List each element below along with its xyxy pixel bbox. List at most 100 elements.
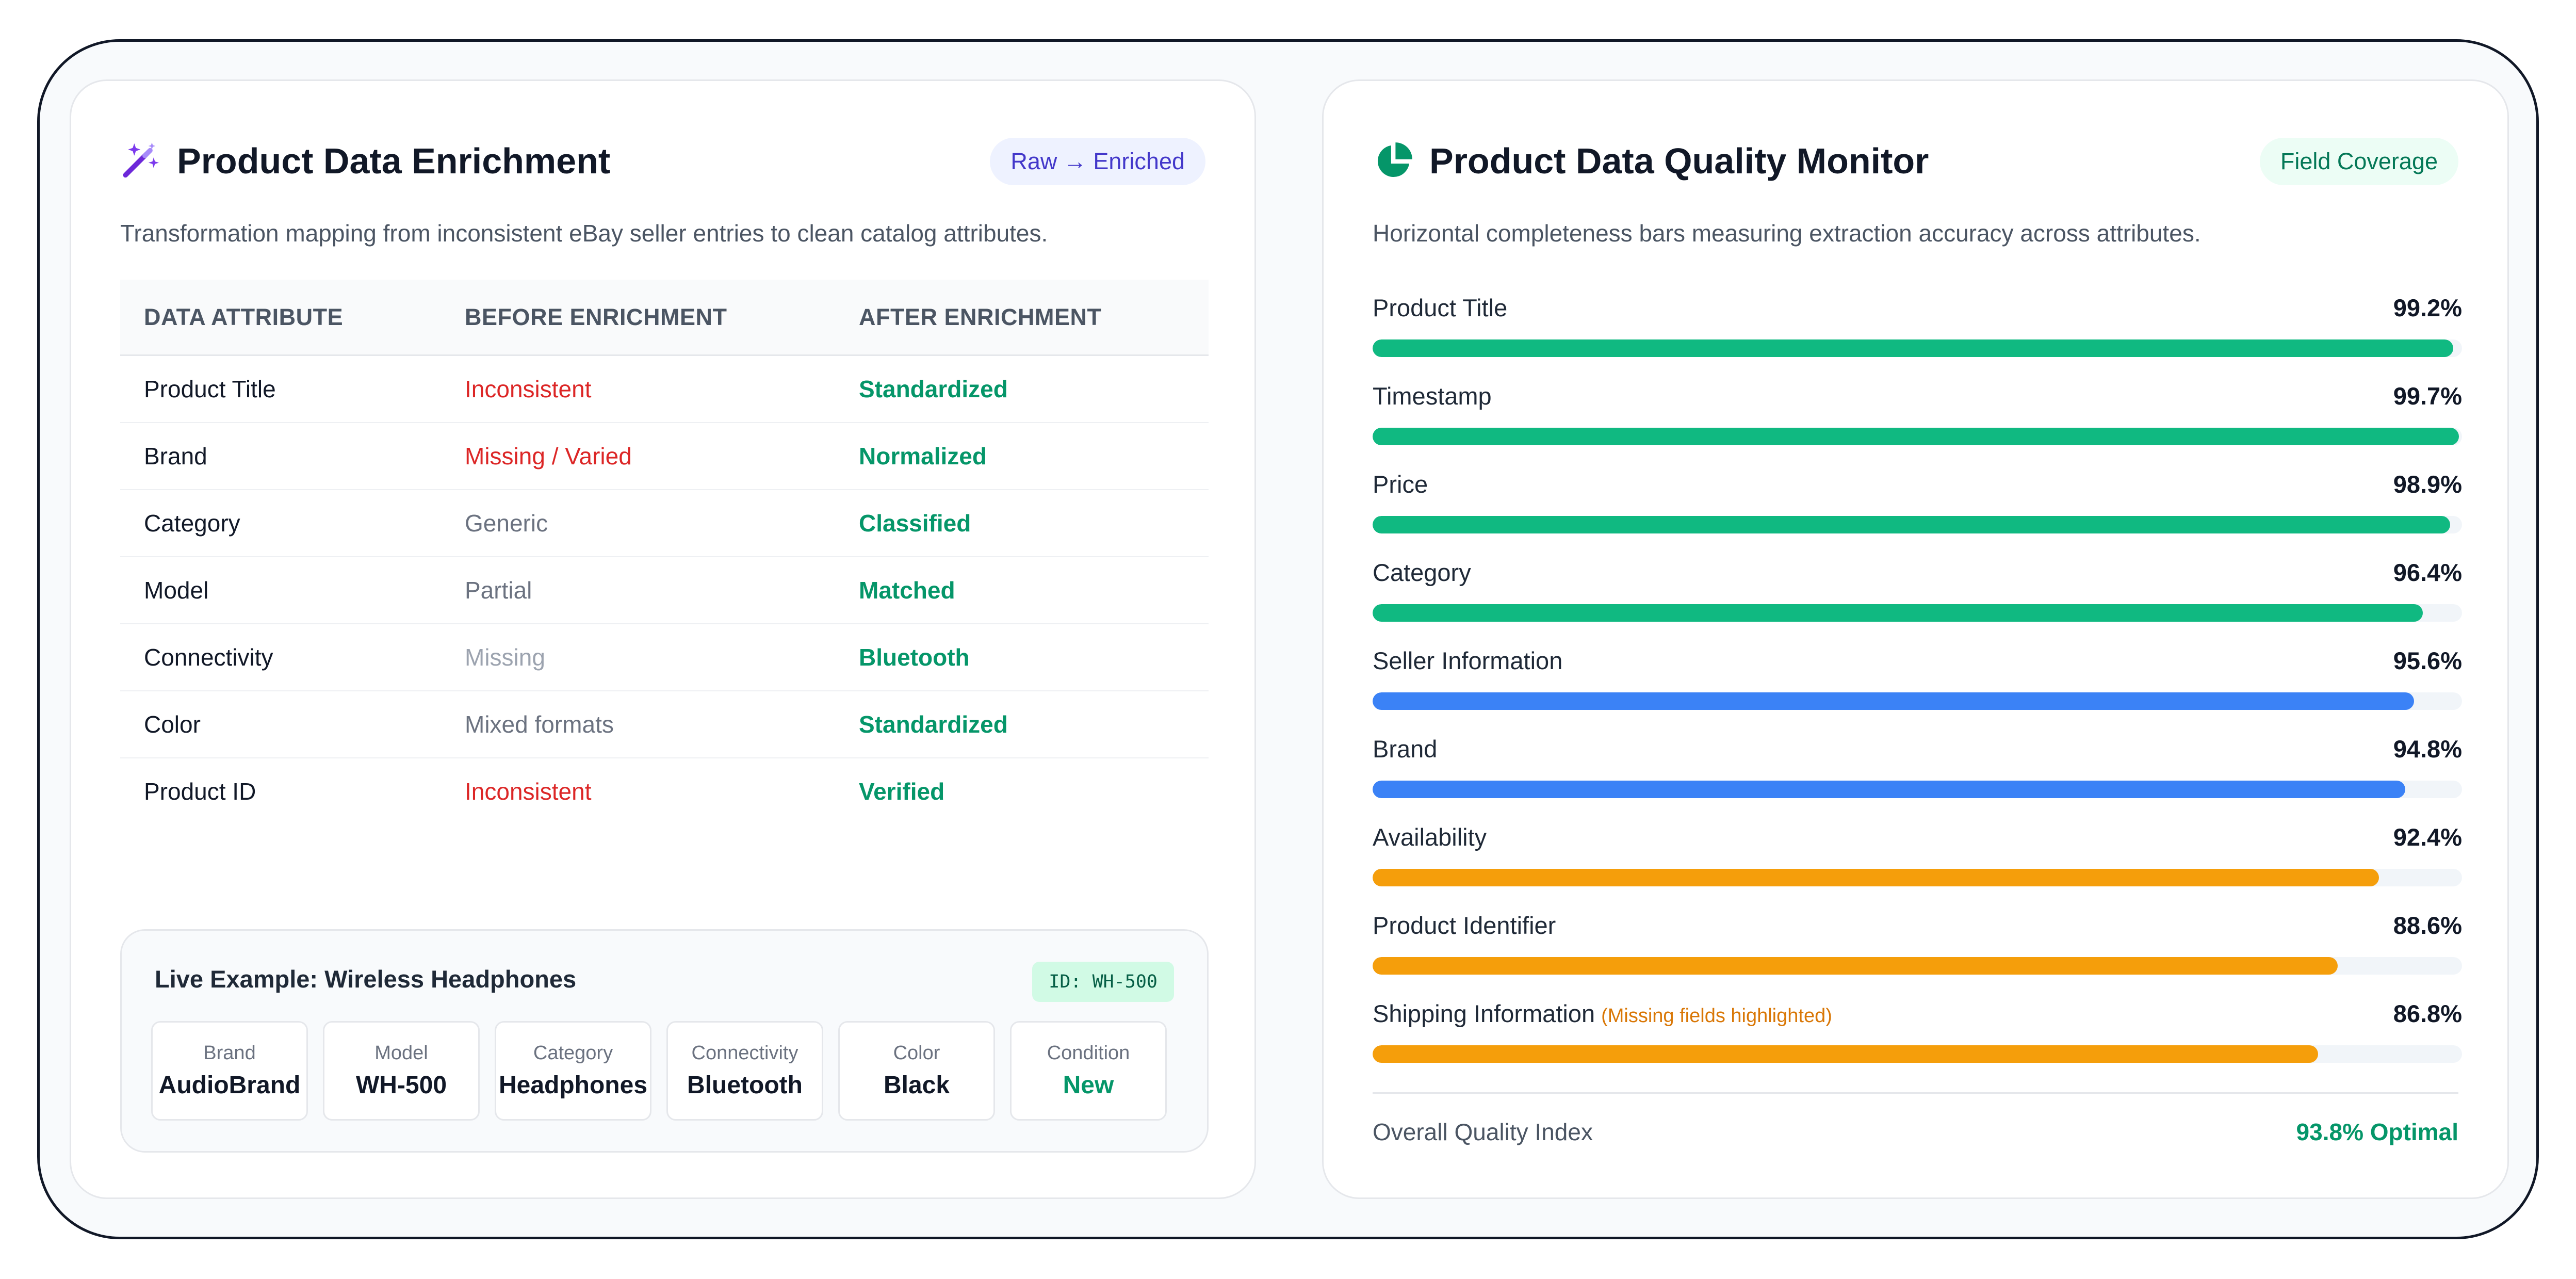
- coverage-bar-percent: 94.8%: [2393, 735, 2462, 763]
- table-row: Model Partial Matched: [120, 557, 1209, 624]
- attribute-cell: Model: [144, 577, 209, 604]
- table-row: Connectivity Missing Bluetooth: [120, 624, 1209, 691]
- enrichment-badge: Raw → Enriched: [990, 138, 1205, 185]
- missing-fields-note: (Missing fields highlighted): [1601, 1005, 1832, 1027]
- after-cell: Bluetooth: [859, 644, 970, 671]
- attribute-box-brand: Brand AudioBrand: [151, 1021, 308, 1121]
- attribute-box-value: New: [1063, 1072, 1114, 1099]
- coverage-bar-label: Product Identifier: [1373, 910, 1556, 941]
- coverage-bar-track: [1373, 1045, 2462, 1063]
- coverage-bar-fill: [1373, 516, 2450, 533]
- coverage-bar-fill: [1373, 428, 2459, 445]
- after-cell: Standardized: [859, 711, 1008, 738]
- quality-subtitle: Horizontal completeness bars measuring e…: [1373, 220, 2201, 247]
- attribute-box-label: Brand: [203, 1042, 256, 1064]
- attribute-cell: Category: [144, 510, 240, 537]
- enrichment-title: Product Data Enrichment: [177, 141, 611, 181]
- coverage-bar-track: [1373, 692, 2462, 710]
- coverage-bar-item: Availability 92.4%: [1373, 822, 2462, 899]
- column-header-attribute: DATA ATTRIBUTE: [144, 304, 344, 330]
- attribute-cell: Connectivity: [144, 644, 273, 671]
- table-body: Product Title Inconsistent Standardized Bra…: [120, 356, 1209, 824]
- before-cell: Partial: [465, 577, 532, 604]
- after-cell: Classified: [859, 510, 971, 537]
- after-cell: Matched: [859, 577, 955, 604]
- after-cell: Standardized: [859, 376, 1008, 402]
- coverage-bar-fill: [1373, 957, 2338, 975]
- coverage-bar-label: Seller Information: [1373, 645, 1562, 676]
- attribute-box-label: Model: [374, 1042, 428, 1064]
- coverage-bar-label: Timestamp: [1373, 381, 1492, 412]
- coverage-bar-fill: [1373, 781, 2406, 798]
- attribute-cell: Brand: [144, 443, 207, 469]
- table-row: Product ID Inconsistent Verified: [120, 758, 1209, 824]
- before-cell: Inconsistent: [465, 778, 592, 805]
- coverage-bar-percent: 98.9%: [2393, 471, 2462, 498]
- coverage-bar-item: Product Title 99.2%: [1373, 293, 2462, 370]
- coverage-bar-item: Seller Information 95.6%: [1373, 645, 2462, 723]
- field-name: Timestamp: [1373, 382, 1492, 410]
- attribute-box-value: Bluetooth: [687, 1072, 803, 1099]
- coverage-bar-track: [1373, 428, 2462, 445]
- coverage-bar-label: Product Title: [1373, 293, 1507, 323]
- coverage-bar-track: [1373, 869, 2462, 886]
- coverage-bar-fill: [1373, 1045, 2319, 1063]
- enrichment-header: Product Data Enrichment Raw → Enriched: [120, 133, 1205, 189]
- coverage-bar-percent: 95.6%: [2393, 647, 2462, 674]
- attribute-cell: Color: [144, 711, 201, 738]
- quality-badge: Field Coverage: [2259, 138, 2458, 185]
- divider: [1373, 1092, 2458, 1094]
- before-cell: Generic: [465, 510, 548, 537]
- attribute-box-value: WH-500: [355, 1072, 447, 1099]
- coverage-bar-percent: 96.4%: [2393, 559, 2462, 586]
- before-cell: Mixed formats: [465, 711, 614, 738]
- coverage-bar-label: Category: [1373, 557, 1471, 588]
- coverage-bar-percent: 92.4%: [2393, 823, 2462, 851]
- quality-title: Product Data Quality Monitor: [1429, 141, 1929, 181]
- coverage-bar-percent: 99.2%: [2393, 294, 2462, 321]
- after-cell: Verified: [859, 778, 945, 805]
- coverage-bar-fill: [1373, 869, 2379, 886]
- coverage-bar-item: Category 96.4%: [1373, 557, 2462, 635]
- coverage-bar-track: [1373, 339, 2462, 357]
- quality-card: Product Data Quality Monitor Field Cover…: [1322, 79, 2509, 1199]
- coverage-bar-label: Brand: [1373, 734, 1437, 765]
- attribute-box-model: Model WH-500: [323, 1021, 480, 1121]
- field-name: Seller Information: [1373, 647, 1563, 674]
- attribute-cell: Product Title: [144, 376, 276, 402]
- coverage-bar-track: [1373, 957, 2462, 975]
- coverage-bar-item: Timestamp 99.7%: [1373, 381, 2462, 458]
- field-name: Product Identifier: [1373, 912, 1556, 939]
- coverage-bar-label: Shipping Information (Missing fields high…: [1373, 998, 1832, 1031]
- before-cell: Missing / Varied: [465, 443, 632, 469]
- field-name: Category: [1373, 559, 1471, 586]
- attribute-box-condition: Condition New: [1010, 1021, 1167, 1121]
- coverage-bar-track: [1373, 604, 2462, 622]
- attribute-box-connectivity: Connectivity Bluetooth: [666, 1021, 823, 1121]
- attribute-box-label: Connectivity: [691, 1042, 798, 1064]
- attribute-box-value: AudioBrand: [158, 1072, 301, 1099]
- table-row: Product Title Inconsistent Standardized: [120, 356, 1209, 423]
- overall-quality-label: Overall Quality Index: [1373, 1119, 1593, 1145]
- field-name: Price: [1373, 471, 1428, 498]
- table-row: Brand Missing / Varied Normalized: [120, 423, 1209, 490]
- coverage-bar-item: Product Identifier 88.6%: [1373, 910, 2462, 987]
- product-id-badge: ID: WH-500: [1032, 962, 1174, 1002]
- attribute-box-color: Color Black: [838, 1021, 995, 1121]
- column-header-before: BEFORE ENRICHMENT: [465, 304, 727, 330]
- before-cell: Inconsistent: [465, 376, 592, 402]
- field-name: Availability: [1373, 823, 1487, 851]
- attribute-box-label: Condition: [1047, 1042, 1130, 1064]
- field-name: Brand: [1373, 735, 1438, 763]
- live-example-panel: Live Example: Wireless Headphones ID: WH…: [120, 929, 1209, 1153]
- live-example-title: Live Example: Wireless Headphones: [155, 965, 577, 993]
- field-name: Product Title: [1373, 294, 1508, 321]
- coverage-bar-item: Shipping Information (Missing fields high…: [1373, 998, 2462, 1076]
- coverage-bar-percent: 99.7%: [2393, 382, 2462, 410]
- table-row: Category Generic Classified: [120, 490, 1209, 557]
- before-cell: Missing: [465, 644, 545, 671]
- table-header: DATA ATTRIBUTE BEFORE ENRICHMENT AFTER E…: [120, 280, 1209, 356]
- field-name: Shipping Information: [1373, 1000, 1595, 1027]
- magic-wand-icon: [123, 142, 159, 178]
- after-cell: Normalized: [859, 443, 987, 469]
